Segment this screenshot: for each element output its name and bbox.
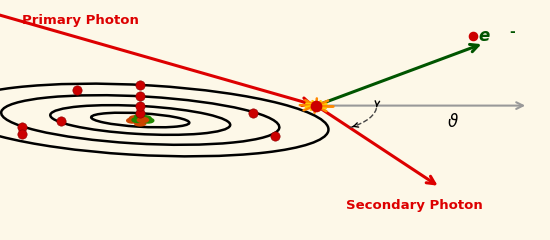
Circle shape [135,121,146,126]
Text: e: e [478,27,490,45]
Point [136,104,145,108]
Point [18,125,26,129]
Point [312,104,321,108]
Point [249,111,257,115]
Point [18,132,26,136]
Circle shape [135,114,146,119]
Point [469,34,477,38]
Text: Secondary Photon: Secondary Photon [346,199,483,212]
Text: -: - [509,25,514,39]
Text: Primary Photon: Primary Photon [22,14,139,27]
Point [136,83,145,87]
Circle shape [142,118,154,123]
Circle shape [138,118,148,122]
Circle shape [126,118,138,123]
Text: ϑ: ϑ [448,113,459,131]
Circle shape [140,116,151,121]
Point [73,88,81,92]
Point [136,95,145,98]
Point [56,119,65,123]
Point [136,111,145,115]
Circle shape [132,118,143,122]
Circle shape [129,116,141,121]
Point [271,134,279,138]
